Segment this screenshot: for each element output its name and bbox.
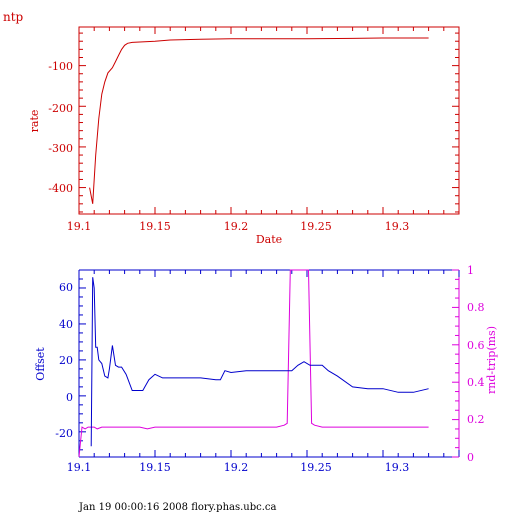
top-chart-ticks xyxy=(78,27,460,214)
bottom-chart-ticks xyxy=(78,269,460,458)
bottom-xtick-label: 19.3 xyxy=(385,461,410,474)
bottom-xtick-label: 19.2 xyxy=(224,461,249,474)
bottom-ytick-label: 0 xyxy=(66,391,73,404)
top-ytick-label: -300 xyxy=(48,142,73,155)
right-ytick-label: 0 xyxy=(467,451,474,464)
right-ytick-label: 0.2 xyxy=(467,413,485,426)
round-trip-series-line xyxy=(78,269,429,458)
top-y-axis-label: rate xyxy=(28,110,41,133)
right-ytick-label: 1 xyxy=(467,264,474,277)
top-xtick-label: 19.3 xyxy=(385,220,410,233)
right-ytick-label: 0.6 xyxy=(467,339,485,352)
top-x-axis-label: Date xyxy=(256,233,282,246)
bottom-ytick-label: 60 xyxy=(59,281,73,294)
right-ytick-label: 0.4 xyxy=(467,376,485,389)
footer-timestamp: Jan 19 00:00:16 2008 flory.phas.ubc.ca xyxy=(78,502,277,512)
bottom-y-axis-label: Offset xyxy=(34,347,47,381)
top-ytick-label: -100 xyxy=(48,60,73,73)
bottom-xtick-label: 19.1 xyxy=(67,461,92,474)
bottom-ytick-label: -20 xyxy=(55,427,73,440)
offset-series-line xyxy=(90,277,429,447)
top-xtick-label: 19.25 xyxy=(300,220,332,233)
top-xtick-label: 19.15 xyxy=(139,220,171,233)
top-ytick-label: -400 xyxy=(48,182,73,195)
bottom-xtick-label: 19.15 xyxy=(139,461,171,474)
header-label: ntp xyxy=(3,10,24,24)
top-ytick-label: -200 xyxy=(48,102,73,115)
bottom-xtick-label: 19.25 xyxy=(300,461,332,474)
right-ytick-label: 0.8 xyxy=(467,301,485,314)
bottom-ytick-label: 20 xyxy=(59,354,73,367)
top-xtick-label: 19.1 xyxy=(67,220,92,233)
bottom-ytick-label: 40 xyxy=(59,318,73,331)
top-xtick-label: 19.2 xyxy=(224,220,249,233)
right-y-axis-label: rnd-trip(ms) xyxy=(485,326,498,394)
top-chart-frame xyxy=(78,26,460,215)
rate-series-line xyxy=(89,37,429,204)
